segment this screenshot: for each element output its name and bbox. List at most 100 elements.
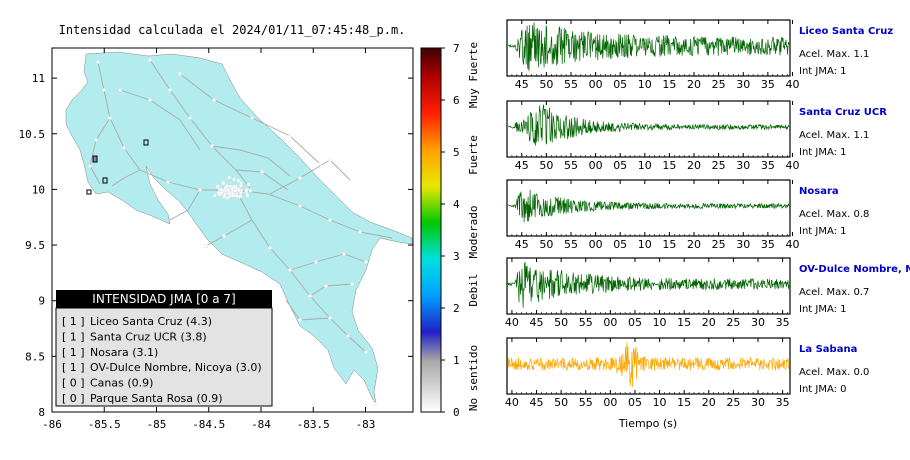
waveform-tick-label: 00 <box>603 316 617 329</box>
colorbar-label: Fuerte <box>467 135 480 175</box>
waveform-tick-label: 05 <box>613 238 627 251</box>
map-x-tick-label: -86 <box>42 418 62 431</box>
legend-item-intensity: [ 0 ] <box>62 392 85 405</box>
waveform-tick-label: 25 <box>726 316 740 329</box>
station-int-jma: Int JMA: 1 <box>799 304 847 315</box>
waveform-tick-label: 55 <box>564 238 578 251</box>
costa-rica-land <box>65 51 413 405</box>
waveform-trace <box>507 261 790 308</box>
map-y-tick-label: 11 <box>32 72 45 85</box>
waveform-tick-label: 15 <box>677 316 691 329</box>
waveform-tick-label: 00 <box>589 78 603 91</box>
station-marker-santa-rosa <box>92 155 98 163</box>
colorbar-tick-label: 0 <box>453 406 460 419</box>
station-name: Liceo Santa Cruz <box>799 26 893 37</box>
station-acel-max: Acel. Max. 0.7 <box>799 287 869 298</box>
waveform-tick-label: 55 <box>579 396 593 409</box>
map-x-tick-label: -85 <box>147 418 167 431</box>
waveform-tick-label: 40 <box>505 396 519 409</box>
waveform-tick-label: 05 <box>613 159 627 172</box>
waveform-tick-label: 45 <box>515 238 529 251</box>
station-int-jma: Int JMA: 1 <box>799 147 847 158</box>
waveform-panels: 45 50 55 00 05 10 15 20 25 30 35 40 Liceo Santa Cruz… <box>505 19 910 409</box>
legend-item-label: Nosara (3.1) <box>90 346 158 359</box>
colorbar-tick-label: 1 <box>453 354 460 367</box>
colorbar-label: Muy Fuerte <box>467 42 480 108</box>
station-int-jma: Int JMA: 1 <box>799 226 847 237</box>
legend-item-intensity: [ 1 ] <box>62 346 85 359</box>
map-x-tick-label: -83.5 <box>297 418 330 431</box>
waveform-trace <box>507 104 790 146</box>
station-name: Santa Cruz UCR <box>799 107 887 118</box>
waveform-tick-label: 35 <box>761 238 775 251</box>
waveform-tick-label: 20 <box>702 316 716 329</box>
waveform-tick-label: 10 <box>638 159 652 172</box>
station-marker-santa-cruz <box>102 177 108 184</box>
colorbar-tick-label: 3 <box>453 250 460 263</box>
station-acel-max: Acel. Max. 0.0 <box>799 367 869 378</box>
colorbar-tick-label: 6 <box>453 94 460 107</box>
waveform-tick-label: 35 <box>776 316 790 329</box>
time-axis-label: Tiempo (s) <box>618 417 677 430</box>
town-markers <box>88 58 378 406</box>
map-y-tick-label: 9 <box>38 295 45 308</box>
waveform-tick-label: 15 <box>662 78 676 91</box>
station-int-jma: Int JMA: 1 <box>799 66 847 77</box>
waveform-tick-label: 25 <box>712 78 726 91</box>
waveform-trace <box>507 341 790 388</box>
station-marker-nosara <box>86 189 92 195</box>
colorbar-tick-label: 4 <box>453 198 460 211</box>
map-y-tick-label: 9.5 <box>25 239 45 252</box>
waveform-tick-label: 30 <box>736 78 750 91</box>
colorbar-gradient <box>420 47 442 413</box>
map-y-tick-label: 8.5 <box>25 350 45 363</box>
waveform-tick-label: 55 <box>564 78 578 91</box>
colorbar-label: Debil <box>467 273 480 306</box>
waveform-tick-label: 55 <box>564 159 578 172</box>
waveform-tick-label: 30 <box>751 396 765 409</box>
colorbar-tick-label: 7 <box>453 42 460 55</box>
waveform-panel: 45 50 55 00 05 10 15 20 25 30 35 40 Liceo Santa Cruz… <box>506 19 893 91</box>
waveform-tick-label: 40 <box>785 238 799 251</box>
waveform-tick-label: 40 <box>785 159 799 172</box>
waveform-tick-label: 45 <box>530 396 544 409</box>
map-x-tick-label: -85.5 <box>88 418 121 431</box>
legend-item-label: Parque Santa Rosa (0.9) <box>90 392 223 405</box>
station-acel-max: Acel. Max. 1.1 <box>799 130 869 141</box>
waveform-tick-label: 35 <box>761 159 775 172</box>
waveform-tick-label: 10 <box>638 78 652 91</box>
waveform-tick-label: 05 <box>628 316 642 329</box>
waveform-tick-label: 25 <box>712 159 726 172</box>
waveform-tick-label: 40 <box>785 78 799 91</box>
waveform-tick-label: 15 <box>662 159 676 172</box>
legend-body <box>55 307 273 407</box>
legend-item-label: Canas (0.9) <box>90 377 153 390</box>
map-axis-ticks: -86 -85.5 -85 -84.5 -84 -83.5 -83 11 10.5 10 9.5 9 8… <box>19 48 413 431</box>
waveform-tick-label: 25 <box>712 238 726 251</box>
station-acel-max: Acel. Max. 1.1 <box>799 49 869 60</box>
colorbar-tick-label: 5 <box>453 146 460 159</box>
map-x-tick-label: -84 <box>251 418 271 431</box>
colorbar-label: Moderado <box>467 206 480 259</box>
legend-item-label: OV-Dulce Nombre, Nicoya (3.0) <box>90 361 262 374</box>
station-name: OV-Dulce Nombre, Nicoya <box>799 264 910 275</box>
waveform-tick-label: 30 <box>751 316 765 329</box>
waveform-tick-label: 45 <box>515 159 529 172</box>
legend-item-label: Santa Cruz UCR (3.8) <box>90 330 207 343</box>
waveform-tick-label: 50 <box>554 396 568 409</box>
waveform-tick-label: 30 <box>736 238 750 251</box>
map-title: Intensidad calculada el 2024/01/11_07:45… <box>59 23 406 37</box>
waveform-tick-label: 30 <box>736 159 750 172</box>
waveform-tick-label: 25 <box>726 396 740 409</box>
waveform-tick-label: 45 <box>515 78 529 91</box>
map-y-tick-label: 10.5 <box>19 128 46 141</box>
map-legend: INTENSIDAD JMA [0 a 7] [ 1 ] Liceo Santa … <box>55 290 273 407</box>
waveform-tick-label: 45 <box>530 316 544 329</box>
waveform-tick-label: 00 <box>603 396 617 409</box>
map-y-tick-label: 8 <box>38 406 45 419</box>
waveform-tick-label: 50 <box>539 159 553 172</box>
waveform-tick-label: 05 <box>628 396 642 409</box>
waveform-tick-label: 10 <box>638 238 652 251</box>
station-name: Nosara <box>799 186 839 197</box>
